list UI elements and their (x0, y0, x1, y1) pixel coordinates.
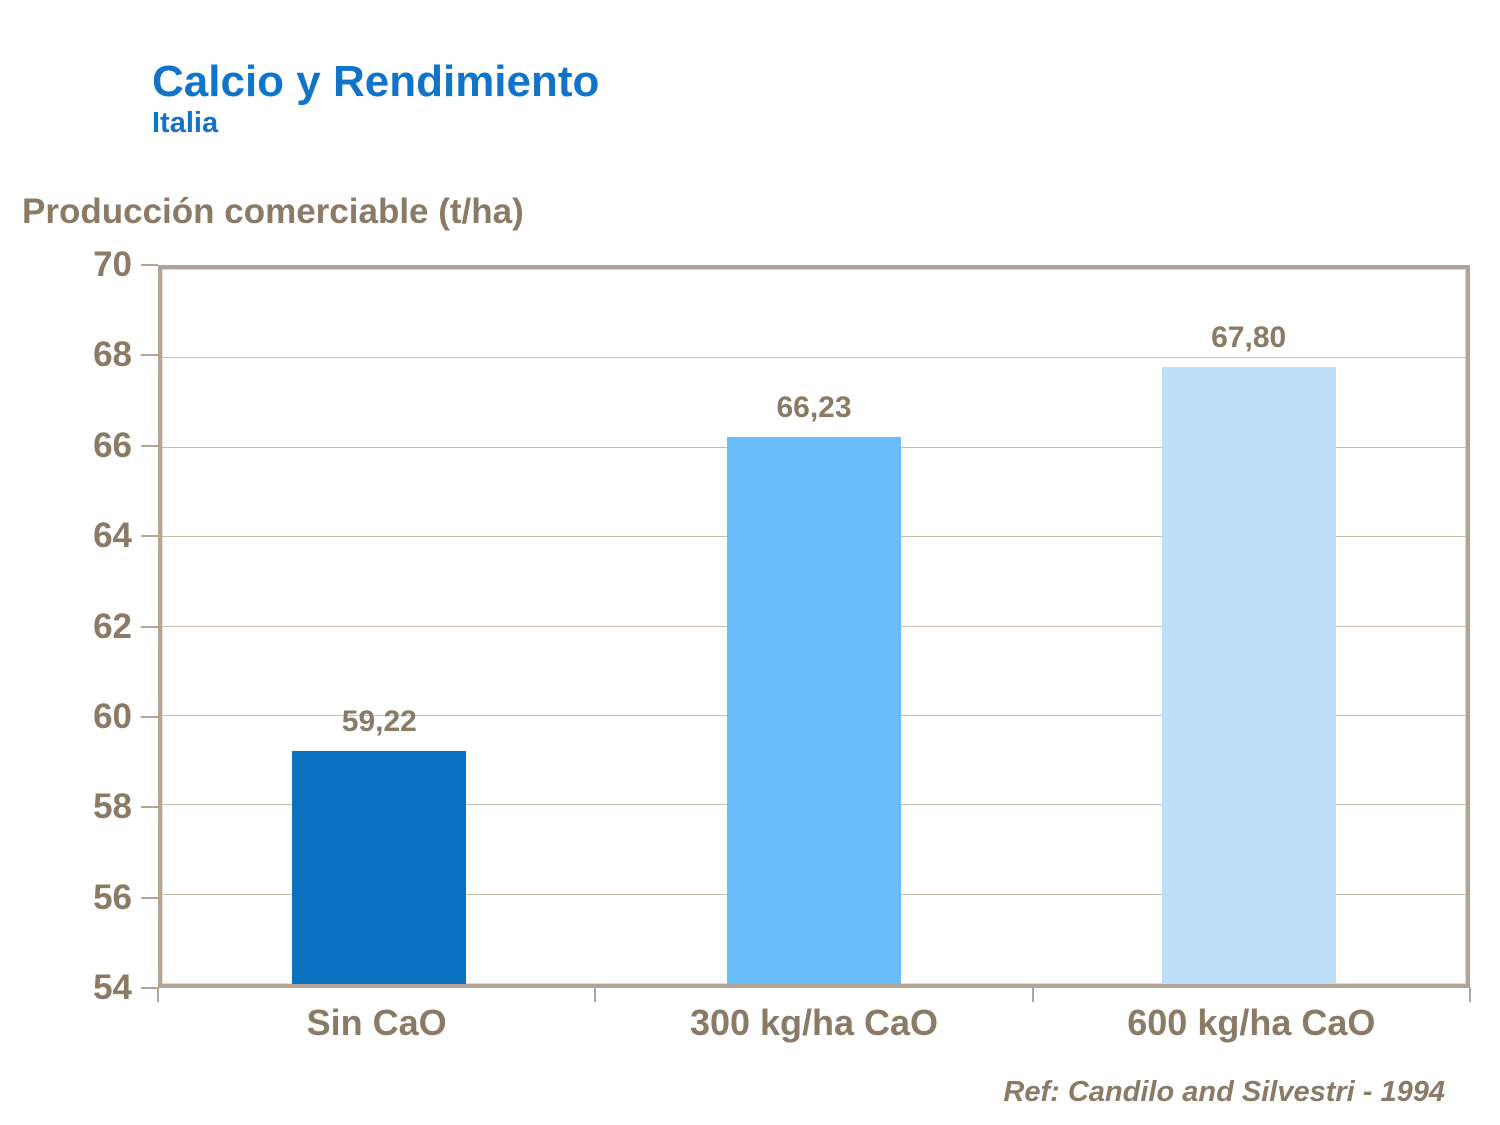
x-tick-mark (594, 988, 597, 1002)
x-category-label: Sin CaO (306, 1002, 447, 1043)
bar-Sin CaO (292, 750, 467, 984)
y-tick-label: 60 (93, 696, 132, 736)
y-tick-label: 62 (93, 606, 132, 646)
reference-citation: Ref: Candilo and Silvestri - 1994 (1003, 1076, 1445, 1108)
bar-value-label: 67,80 (1211, 321, 1287, 355)
x-category-label: 600 kg/ha CaO (1127, 1002, 1376, 1043)
x-category-label: 300 kg/ha CaO (689, 1002, 939, 1043)
bar-300 kg/ha CaO (727, 437, 901, 984)
x-axis-tick-marks (157, 988, 1471, 1002)
y-tick-mark (141, 444, 158, 447)
y-axis-tick-labels: 54 56 58 60 62 64 66 68 70 (0, 245, 132, 1007)
page-subtitle: Italia (152, 107, 219, 140)
chart-header: Calcio y Rendimiento Italia (152, 57, 600, 141)
y-tick-label: 66 (93, 425, 132, 465)
y-tick-mark (141, 535, 158, 538)
y-tick-label: 54 (93, 968, 132, 1007)
x-axis-category-labels: Sin CaO 300 kg/ha CaO 600 kg/ha CaO (158, 1002, 1470, 1062)
y-tick-mark (141, 715, 158, 718)
gridline (162, 357, 1466, 359)
y-tick-mark (141, 896, 158, 899)
y-tick-mark (141, 987, 158, 989)
y-axis-tick-marks (141, 264, 158, 989)
bar-value-label: 59,22 (341, 704, 417, 738)
x-tick-mark (1031, 988, 1034, 1002)
y-tick-mark (141, 354, 158, 357)
page-title: Calcio y Rendimiento (152, 57, 600, 106)
x-tick-mark (157, 988, 159, 1002)
y-tick-label: 64 (93, 516, 132, 556)
y-tick-label: 68 (93, 335, 132, 375)
y-axis-title: Producción comerciable (t/ha) (22, 192, 524, 231)
y-tick-label: 70 (93, 245, 132, 284)
plot-inner: 59,22 66,23 67,80 (162, 269, 1466, 984)
x-tick-mark (1469, 988, 1471, 1002)
y-tick-label: 58 (93, 787, 132, 827)
y-tick-mark (141, 264, 158, 266)
bar-600 kg/ha CaO (1161, 367, 1336, 984)
y-tick-label: 56 (93, 877, 132, 917)
y-tick-mark (141, 806, 158, 809)
y-tick-mark (141, 625, 158, 628)
bar-value-label: 66,23 (776, 391, 852, 425)
bar-chart-plot-area: 59,22 66,23 67,80 (158, 265, 1470, 988)
